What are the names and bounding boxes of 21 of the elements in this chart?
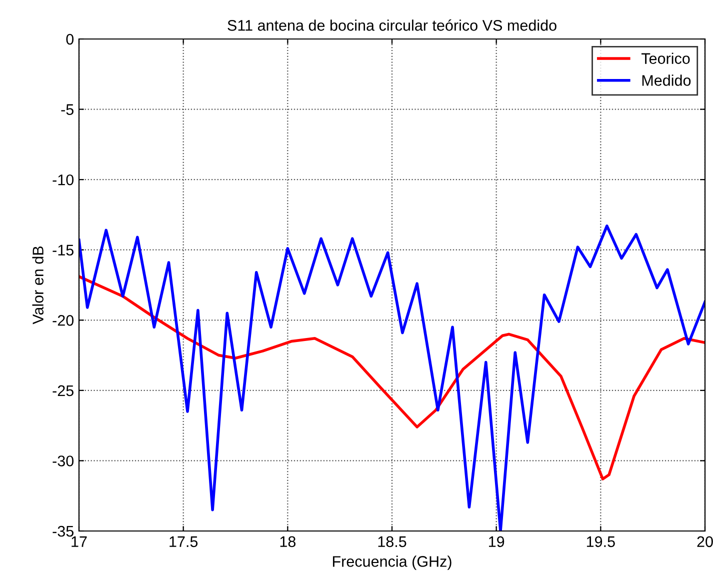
y-tick-label: -30	[52, 456, 74, 466]
x-tick-label: 19	[489, 536, 504, 548]
x-tick-label: 18	[280, 536, 296, 548]
y-axis-title: Valor en dB	[32, 246, 44, 324]
x-tick-label: 17	[72, 536, 87, 547]
y-tick-label: -5	[61, 104, 74, 115]
x-tick-label: 19.5	[586, 536, 615, 548]
chart-title: S11 antena de bocina circular teórico VS medido	[228, 19, 556, 31]
y-tick-label: -25	[52, 385, 74, 396]
x-tick-label: 20	[697, 536, 713, 548]
y-tick-label: 0	[66, 34, 74, 45]
y-tick-label: -10	[52, 174, 74, 186]
y-tick-label: -15	[52, 244, 74, 256]
x-tick-label: 18.5	[378, 536, 406, 548]
legend-label: Medido	[642, 74, 691, 86]
line-series	[79, 275, 705, 480]
legend-label: Teorico	[641, 52, 690, 64]
x-tick-label: 17.5	[170, 536, 198, 548]
x-axis-title: Frecuencia (GHz)	[332, 556, 452, 570]
y-tick-label: -35	[52, 526, 74, 537]
y-tick-label: -20	[52, 315, 74, 326]
